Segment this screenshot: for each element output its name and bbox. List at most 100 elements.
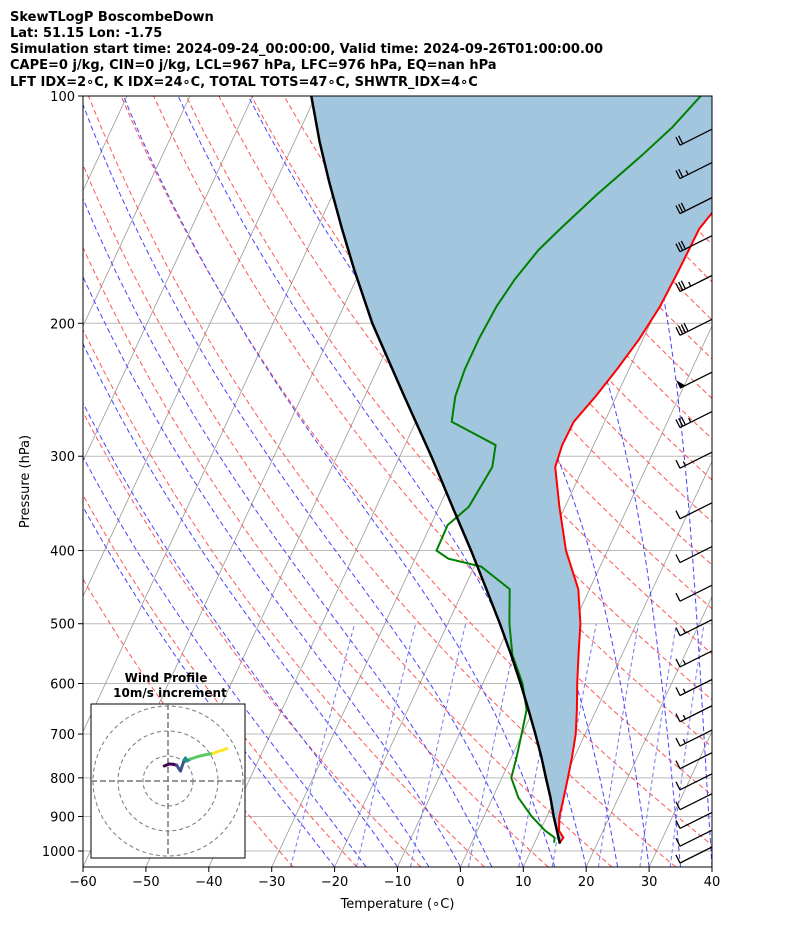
x-tick-label: −40: [195, 875, 222, 890]
x-tick-label: −20: [321, 875, 348, 890]
isotherm: [83, 96, 379, 733]
moist-adiabat: [83, 197, 493, 867]
wind-barb-full: [675, 554, 681, 563]
mixing-ratio-line: [409, 623, 467, 867]
y-tick-label: 800: [50, 772, 75, 787]
wind-barb-staff: [679, 161, 713, 180]
isotherm: [711, 866, 712, 867]
wind-barb-staff: [679, 811, 713, 830]
title-line-5: LFT IDX=2∘C, K IDX=24∘C, TOTAL TOTS=47∘C…: [10, 75, 478, 90]
parcel-line: [310, 96, 562, 844]
y-tick-label: 500: [50, 618, 75, 633]
x-tick-label: −50: [132, 875, 159, 890]
wind-barb-full: [675, 283, 681, 292]
wind-barb-full: [675, 136, 681, 146]
title-line-2: Lat: 51.15 Lon: -1.75: [10, 26, 162, 41]
mixing-ratio-line: [597, 623, 639, 867]
wind-barb-half: [688, 417, 692, 423]
wind-barb-full: [675, 510, 681, 520]
dry-adiabat: [348, 96, 712, 523]
x-tick-label: 10: [515, 875, 532, 890]
isotherm: [83, 96, 191, 327]
dewpoint-line: [435, 96, 702, 843]
x-tick-label: −60: [69, 875, 96, 890]
isotherm: [83, 96, 254, 463]
wind-barb-staff: [679, 829, 713, 847]
dry-adiabat: [381, 96, 712, 481]
axes: −60 −50 −40 −30 −20 −10 0 10 20 30 40 100 200 300 400 5…: [42, 90, 720, 890]
wind-barb-full: [678, 325, 684, 335]
parcel-area-fill: [311, 96, 712, 844]
wind-barb-full: [675, 820, 681, 829]
wind-barb-half: [682, 739, 686, 744]
isotherm: [83, 96, 317, 598]
moist-adiabat: [83, 342, 430, 867]
hodograph-segment: [179, 758, 186, 773]
dry-adiabat: [83, 578, 294, 867]
wind-barb-flag: [676, 380, 686, 389]
wind-barb-staff: [679, 752, 713, 770]
wind-barb-half: [688, 281, 692, 287]
wind-barb-full: [675, 326, 681, 336]
wind-barb-full: [675, 737, 681, 747]
dry-adiabat: [83, 494, 358, 867]
moist-adiabat: [83, 401, 398, 867]
moist-adiabat: [83, 505, 336, 867]
moist-adiabat: [177, 96, 587, 867]
wind-barb-full: [675, 760, 681, 769]
wind-barb-full: [678, 242, 684, 251]
wind-barb-full: [678, 281, 684, 291]
wind-barb-full: [675, 713, 681, 723]
dry-adiabat: [413, 96, 712, 440]
hodograph-segment: [221, 747, 229, 752]
wind-barb-full: [675, 627, 681, 637]
wind-barb-half: [682, 461, 686, 466]
x-tick-label: 0: [456, 875, 464, 890]
moist-adiabat: [123, 96, 556, 867]
wind-barb-staff: [679, 545, 713, 564]
wind-barb-full: [678, 135, 684, 145]
wind-barb-half: [685, 170, 689, 175]
wind-barb-half: [682, 659, 686, 665]
wind-barb-full: [675, 837, 681, 847]
hodograph-plot: [91, 704, 245, 858]
y-tick-label: 900: [50, 810, 75, 825]
y-axis-label: Pressure (hPa): [18, 435, 33, 528]
wind-barb-full: [680, 240, 686, 250]
wind-barb-half: [682, 628, 686, 634]
y-tick-label: 700: [50, 728, 75, 743]
wind-barb-full: [678, 417, 684, 427]
isotherm: [522, 460, 712, 867]
wind-barb-full: [675, 854, 681, 864]
wind-barb-full: [675, 801, 681, 811]
wind-barb-full: [675, 170, 681, 179]
wind-barb-staff: [679, 773, 713, 791]
wind-barb-staff: [679, 846, 713, 864]
wind-barbs: [675, 128, 713, 864]
x-axis-label: Temperature (∘C): [340, 897, 455, 912]
mixing-ratio-line: [669, 623, 705, 867]
x-tick-label: 40: [704, 875, 721, 890]
title-line-1: SkewTLogP BoscombeDown: [10, 10, 214, 25]
x-tick-label: 20: [578, 875, 595, 890]
wind-barb-full: [675, 243, 681, 252]
hodograph-title: Wind Profile: [125, 671, 208, 685]
wind-barb-full: [675, 658, 681, 668]
hodograph-subtitle: 10m/s increment: [113, 686, 227, 700]
moist-adiabat: [83, 275, 461, 867]
wind-barb-staff: [679, 793, 713, 811]
wind-barb-full: [675, 781, 681, 791]
x-tick-label: −30: [258, 875, 285, 890]
wind-barb-staff: [679, 502, 713, 520]
title-line-4: CAPE=0 j/kg, CIN=0 j/kg, LCL=967 hPa, LF…: [10, 58, 497, 73]
moist-adiabat: [83, 455, 367, 867]
dry-adiabat: [83, 328, 485, 867]
wind-barb-full: [675, 459, 681, 469]
wind-barb-full: [678, 168, 684, 178]
y-tick-label: 1000: [42, 845, 75, 860]
wind-barb-staff: [679, 584, 713, 602]
moist-adiabat: [83, 103, 524, 867]
title-line-3: Simulation start time: 2024-09-24_00:00:…: [10, 42, 603, 57]
y-tick-label: 100: [50, 90, 75, 105]
